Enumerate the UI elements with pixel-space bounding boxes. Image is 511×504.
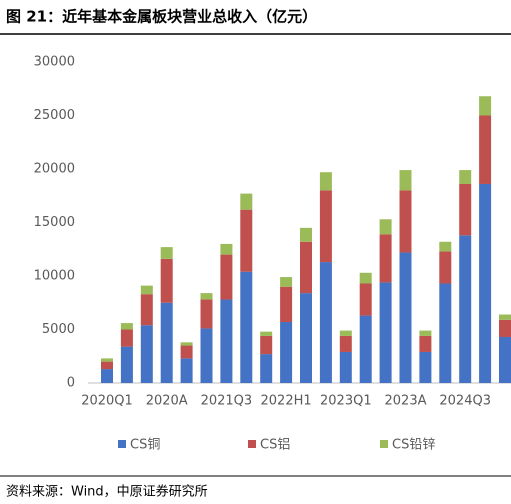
bar bbox=[379, 219, 392, 235]
legend-swatch bbox=[380, 440, 388, 448]
bar bbox=[419, 330, 432, 336]
bar bbox=[300, 293, 312, 383]
bar bbox=[160, 302, 173, 383]
bar bbox=[459, 235, 472, 383]
bar bbox=[319, 262, 332, 383]
bar bbox=[419, 335, 432, 352]
bar bbox=[479, 183, 492, 383]
bar bbox=[439, 241, 452, 252]
bar bbox=[339, 335, 352, 352]
y-tick-label: 30000 bbox=[34, 55, 75, 70]
bar bbox=[499, 336, 511, 383]
bar bbox=[379, 234, 392, 283]
bar bbox=[200, 328, 213, 383]
bar bbox=[439, 283, 452, 383]
bar bbox=[180, 358, 193, 383]
legend-swatch bbox=[248, 440, 256, 448]
bar bbox=[339, 330, 352, 336]
bar bbox=[180, 345, 193, 359]
y-tick-label: 5000 bbox=[42, 322, 75, 337]
legend-label: CS铅锌 bbox=[392, 438, 435, 453]
bar bbox=[300, 227, 312, 242]
bar bbox=[379, 282, 392, 383]
bar bbox=[220, 243, 233, 255]
bar bbox=[200, 299, 213, 329]
bar bbox=[399, 252, 412, 383]
bar bbox=[479, 115, 492, 184]
bar bbox=[140, 325, 153, 383]
bar bbox=[120, 346, 133, 383]
x-tick-label: 2023Q1 bbox=[320, 394, 372, 409]
y-tick-label: 25000 bbox=[34, 108, 75, 123]
bar bbox=[240, 193, 253, 210]
bar bbox=[260, 335, 273, 355]
bar bbox=[220, 254, 233, 300]
bar bbox=[359, 272, 372, 284]
bar bbox=[101, 358, 113, 362]
x-tick-label: 2020Q1 bbox=[81, 394, 133, 409]
bar bbox=[140, 294, 153, 326]
bar bbox=[300, 241, 312, 294]
bar bbox=[399, 170, 412, 191]
bar bbox=[260, 331, 273, 336]
x-tick-label: 2020A bbox=[146, 394, 188, 409]
bar bbox=[101, 369, 113, 383]
bar bbox=[260, 354, 273, 383]
bar bbox=[280, 277, 293, 287]
bar bbox=[280, 286, 293, 323]
legend-label: CS铜 bbox=[130, 438, 160, 453]
bar bbox=[180, 342, 193, 346]
bar bbox=[319, 172, 332, 191]
bar bbox=[479, 96, 492, 116]
y-tick-label: 10000 bbox=[34, 269, 75, 284]
chart-title: 图 21：近年基本金属板块营业总收入（亿元） bbox=[6, 8, 317, 26]
bar bbox=[499, 319, 511, 337]
bar bbox=[240, 209, 253, 272]
legend-label: CS铝 bbox=[260, 438, 290, 453]
bar bbox=[120, 323, 133, 330]
bar bbox=[200, 293, 213, 300]
x-tick-label: 2024Q3 bbox=[439, 394, 491, 409]
bar bbox=[101, 361, 113, 370]
y-tick-label: 15000 bbox=[34, 215, 75, 230]
bar bbox=[359, 283, 372, 316]
legend-swatch bbox=[118, 440, 126, 448]
bar bbox=[120, 329, 133, 347]
bar bbox=[459, 183, 472, 236]
bar bbox=[319, 190, 332, 263]
bar bbox=[160, 247, 173, 259]
bar bbox=[459, 170, 472, 184]
x-tick-label: 2022H1 bbox=[261, 394, 312, 409]
bar bbox=[220, 299, 233, 383]
bar bbox=[280, 322, 293, 383]
x-tick-label: 2021Q3 bbox=[201, 394, 253, 409]
source: 资料来源：Wind，中原证券研究所 bbox=[6, 484, 208, 500]
y-tick-label: 0 bbox=[67, 376, 75, 391]
bar bbox=[140, 285, 153, 295]
bar bbox=[160, 258, 173, 303]
bar bbox=[399, 190, 412, 253]
x-tick-label: 2023A bbox=[385, 394, 427, 409]
bar bbox=[439, 251, 452, 284]
bar bbox=[359, 315, 372, 383]
bar bbox=[499, 314, 511, 320]
bar bbox=[240, 271, 253, 383]
bar bbox=[339, 351, 352, 383]
y-tick-label: 20000 bbox=[34, 162, 75, 177]
bar bbox=[419, 351, 432, 383]
